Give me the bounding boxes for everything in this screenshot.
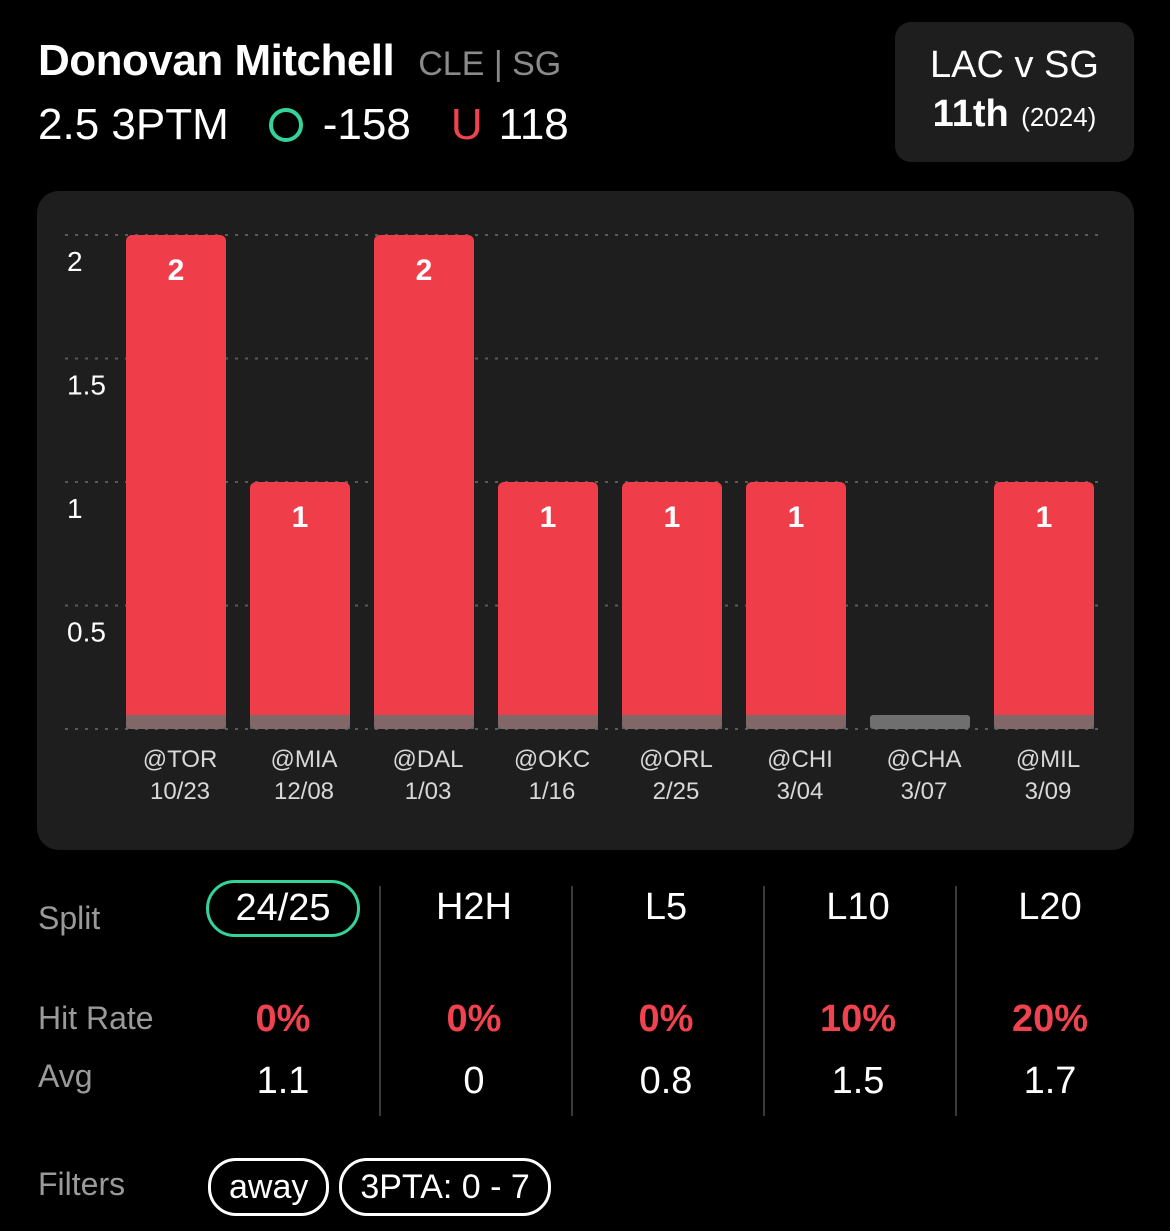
hit-rate-row-label: Hit Rate [38, 1000, 154, 1036]
x-tick-date: 1/16 [529, 778, 576, 805]
bar-base [374, 715, 474, 729]
filters-label: Filters [38, 1166, 126, 1202]
avg-value: 1.5 [831, 1060, 885, 1102]
player-name: Donovan Mitchell [38, 36, 395, 85]
x-tick-date: 12/08 [274, 778, 334, 805]
x-tick-label: @DAL [392, 746, 463, 773]
x-tick-label: @MIA [270, 746, 337, 773]
y-tick-label: 0.5 [67, 617, 106, 648]
bar-base [250, 715, 350, 729]
defense-rank: 11th [932, 93, 1009, 135]
x-tick-label: @CHI [767, 746, 833, 773]
avg-value: 1.7 [1023, 1060, 1077, 1102]
bar-zero [870, 715, 970, 729]
avg-row-label: Avg [38, 1058, 93, 1094]
y-tick-label: 1 [67, 493, 83, 524]
x-tick-label: @ORL [639, 746, 713, 773]
bar [250, 482, 350, 729]
over-circle-icon [268, 108, 303, 142]
prop-line: 2.5 3PTM [38, 100, 229, 149]
bar [374, 235, 474, 729]
bar [498, 482, 598, 729]
hit-rate-value: 0% [255, 998, 311, 1040]
hit-rate-value: 20% [1011, 998, 1089, 1040]
under-odds[interactable]: 118 [498, 100, 569, 149]
under-label: U [450, 100, 483, 149]
y-tick-label: 2 [67, 246, 83, 277]
bar [622, 482, 722, 729]
bar-chart: 0.5 1 1.5 2 2 @TOR 10/23 1 @MIA 12/08 2 @DAL 1/03 1 @O… [65, 234, 1103, 805]
bar-base [498, 715, 598, 729]
x-tick-label: @OKC [514, 746, 590, 773]
hit-rate-value: 10% [819, 998, 897, 1040]
split-tab-l10[interactable]: L10 [826, 886, 890, 928]
player-header: Donovan Mitchell CLE | SG 2.5 3PTM -158 … [38, 36, 878, 150]
bar-value-label: 2 [416, 254, 433, 287]
bar-base [994, 715, 1094, 729]
bar [994, 482, 1094, 729]
split-tab-l5[interactable]: L5 [644, 886, 688, 928]
split-tab-24-25[interactable]: 24/25 [187, 880, 379, 937]
x-tick-date: 1/03 [405, 778, 452, 805]
x-tick-date: 10/23 [150, 778, 210, 805]
x-tick-date: 2/25 [653, 778, 700, 805]
x-tick-date: 3/04 [777, 778, 824, 805]
hit-rate-value: 0% [446, 998, 502, 1040]
bar-base [746, 715, 846, 729]
y-tick-label: 1.5 [67, 370, 106, 401]
bar-base [622, 715, 722, 729]
avg-value: 1.1 [256, 1060, 310, 1102]
filter-chip-3pta[interactable]: 3PTA: 0 - 7 [339, 1158, 551, 1216]
avg-value: 0.8 [639, 1060, 693, 1102]
rank-year: (2024) [1021, 102, 1097, 132]
x-tick-date: 3/09 [1025, 778, 1072, 805]
defense-rank-row: 11th (2024) [895, 93, 1134, 136]
matchup: LAC v SG [930, 44, 1099, 86]
bar [126, 235, 226, 729]
over-odds[interactable]: -158 [322, 100, 411, 149]
bar-value-label: 1 [664, 501, 681, 534]
x-tick-label: @MIL [1016, 746, 1080, 773]
chart-panel: 0.5 1 1.5 2 2 @TOR 10/23 1 @MIA 12/08 2 @DAL 1/03 1 @O… [37, 191, 1134, 850]
column-divider [955, 886, 957, 1116]
bar [746, 482, 846, 729]
stats-table: Split Hit Rate Avg 24/25 0% 1.1 H2H 0% 0… [0, 880, 1170, 1120]
filter-chip-away[interactable]: away [208, 1158, 330, 1216]
bar-value-label: 1 [788, 501, 805, 534]
x-tick-label: @TOR [143, 746, 218, 773]
hit-rate-value: 0% [638, 998, 694, 1040]
bar-base [126, 715, 226, 729]
x-tick-date: 3/07 [901, 778, 948, 805]
column-divider [379, 886, 381, 1116]
split-tab-h2h[interactable]: H2H [435, 886, 513, 928]
bar-value-label: 1 [540, 501, 557, 534]
split-tab-label: 24/25 [206, 880, 360, 937]
player-team-position: CLE | SG [418, 45, 562, 83]
bar-value-label: 1 [1036, 501, 1053, 534]
bar-value-label: 2 [168, 254, 185, 287]
matchup-card[interactable]: LAC v SG 11th (2024) [895, 22, 1134, 162]
prop-line-row: 2.5 3PTM -158 U 118 [38, 100, 878, 150]
split-tab-l20[interactable]: L20 [1018, 886, 1082, 928]
x-tick-label: @CHA [886, 746, 961, 773]
split-row-label: Split [38, 900, 101, 936]
filter-chips: away 3PTA: 0 - 7 [208, 1158, 561, 1216]
avg-value: 0 [463, 1060, 485, 1102]
column-divider [763, 886, 765, 1116]
column-divider [571, 886, 573, 1116]
bar-value-label: 1 [292, 501, 309, 534]
